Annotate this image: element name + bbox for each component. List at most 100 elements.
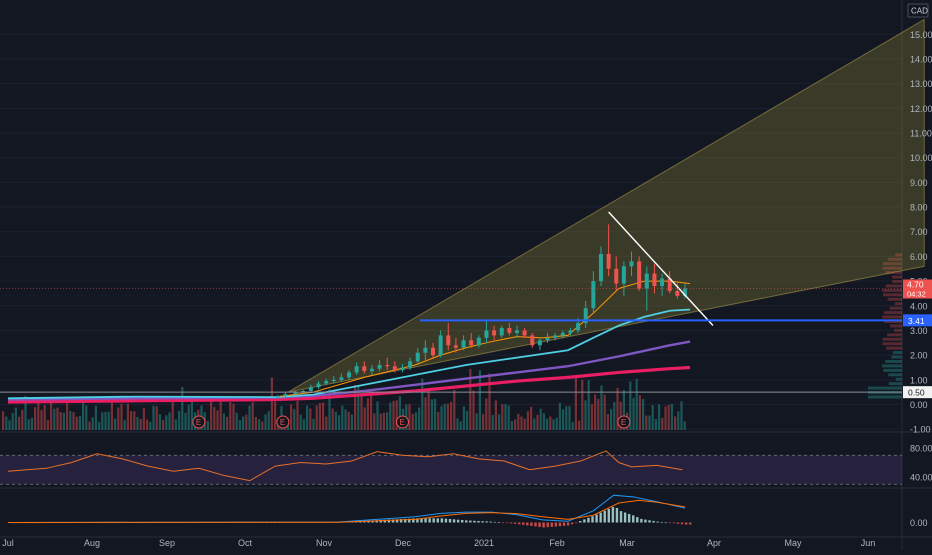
- volume-bar: [469, 368, 472, 430]
- macd-line: [7, 494, 686, 523]
- macd-histogram-bar: [562, 522, 566, 526]
- macd-histogram-bar: [689, 522, 692, 525]
- volume-bar: [27, 419, 30, 430]
- macd-histogram-bar: [469, 520, 472, 523]
- volume-bar: [114, 418, 117, 430]
- volume-profile-bar: [892, 351, 902, 355]
- volume-profile-bar: [887, 257, 902, 261]
- marker-label: 3.41: [908, 316, 925, 326]
- volume-bar: [274, 401, 277, 430]
- candle-body: [515, 330, 519, 333]
- candle-body: [568, 330, 573, 333]
- volume-profile-bar: [868, 395, 902, 399]
- volume-bar: [8, 420, 11, 430]
- volume-bar: [446, 403, 449, 430]
- volume-bar: [642, 399, 645, 430]
- volume-bar: [584, 400, 587, 430]
- macd-histogram-bar: [428, 518, 431, 523]
- volume-bar: [379, 413, 382, 430]
- time-tick-label: Oct: [238, 538, 253, 548]
- volume-bar: [59, 412, 62, 430]
- volume-bar: [526, 411, 529, 430]
- volume-bar: [520, 416, 523, 430]
- volume-bar: [264, 414, 267, 430]
- volume-bar: [126, 403, 129, 430]
- volume-bar: [334, 411, 337, 430]
- time-tick-label: Nov: [316, 538, 333, 548]
- volume-bar: [120, 403, 123, 430]
- candle-body: [331, 379, 336, 382]
- volume-bar: [549, 416, 552, 430]
- volume-bar: [562, 409, 565, 430]
- volume-bar: [104, 411, 107, 430]
- volume-bar: [69, 411, 72, 430]
- volume-bar: [507, 405, 510, 430]
- macd-histogram-bar: [513, 522, 517, 524]
- macd-histogram-bar: [375, 520, 378, 523]
- volume-bar: [619, 401, 622, 430]
- trend-line: [608, 211, 714, 326]
- candle-body: [660, 278, 665, 287]
- volume-profile-bar: [882, 315, 902, 319]
- volume-bar: [466, 411, 469, 430]
- candle-body: [507, 327, 512, 333]
- macd-histogram-bar: [379, 520, 382, 523]
- volume-bar: [478, 370, 481, 430]
- volume-bar: [168, 412, 171, 430]
- macd-histogram-bar: [595, 514, 598, 523]
- volume-bar: [488, 373, 491, 430]
- volume-bar: [222, 413, 225, 430]
- price-tick-label: 11.00: [910, 129, 932, 139]
- price-tick-label: 13.00: [910, 79, 932, 89]
- candle-body: [461, 340, 466, 348]
- volume-bar: [184, 412, 187, 430]
- volume-bar: [443, 403, 446, 430]
- candle-body: [377, 365, 382, 369]
- earnings-icon: [395, 415, 409, 429]
- volume-bar: [427, 389, 430, 430]
- volume-bar: [206, 420, 209, 430]
- volume-profile-bar: [888, 382, 902, 386]
- price-tick-label: 9.00: [910, 178, 928, 188]
- price-tick-label: 14.00: [910, 54, 932, 64]
- volume-bar: [190, 400, 193, 430]
- candle-body: [453, 345, 458, 348]
- volume-bar: [610, 408, 613, 430]
- macd-histogram-bar: [432, 518, 435, 523]
- price-tick-label: 10.00: [910, 153, 932, 163]
- volume-bar: [261, 421, 264, 430]
- volume-bar: [514, 419, 517, 430]
- volume-bar: [411, 413, 414, 430]
- candle-body: [283, 394, 288, 396]
- volume-bar: [309, 408, 312, 430]
- currency-label: CAD: [911, 7, 928, 16]
- candle-body: [431, 347, 436, 356]
- volume-bar: [82, 400, 85, 430]
- candle-body: [385, 365, 390, 367]
- candles: [275, 224, 687, 399]
- macd-histogram-bar: [587, 517, 590, 523]
- earnings-label: E: [399, 418, 404, 427]
- volume-bar: [555, 417, 558, 430]
- horizontal-lines: [0, 211, 902, 393]
- macd-histogram-bar: [444, 518, 448, 523]
- volume-bar: [344, 409, 347, 430]
- earnings-label: E: [280, 418, 285, 427]
- volume-bar: [146, 419, 149, 430]
- volume-profile-bar: [894, 302, 902, 306]
- candle-body: [598, 253, 603, 282]
- earnings-label: E: [196, 418, 201, 427]
- macd-histogram-bar: [542, 522, 545, 528]
- volume-bar: [664, 406, 667, 430]
- candle-body: [537, 340, 542, 346]
- macd-histogram-bar: [546, 522, 549, 528]
- macd-histogram-bar: [473, 520, 476, 523]
- current-price-badge: [903, 279, 932, 299]
- candle-body: [369, 368, 374, 372]
- time-tick-label: Jun: [861, 538, 876, 548]
- volume-bar: [14, 407, 17, 430]
- macd-histogram-bar: [497, 522, 501, 523]
- macd-histogram-bar: [461, 520, 464, 523]
